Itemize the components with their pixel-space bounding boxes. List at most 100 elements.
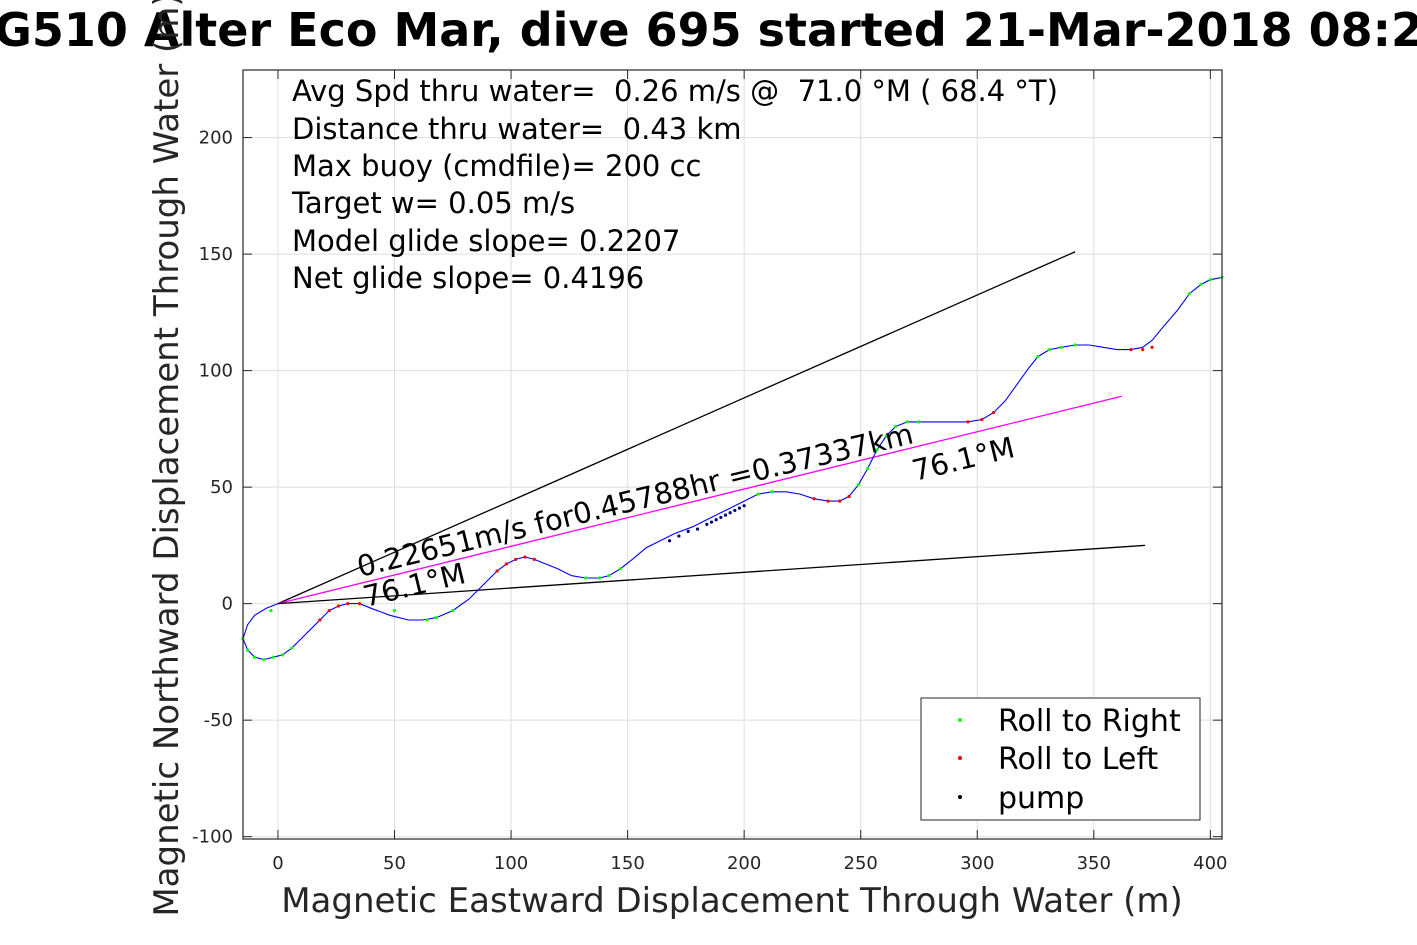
roll-left-point: [495, 569, 499, 573]
roll-right-point: [1036, 355, 1040, 359]
roll-left-point: [847, 494, 851, 499]
x-tick-label: 400: [1193, 853, 1227, 874]
pump-point: [733, 508, 737, 513]
roll-left-point: [812, 497, 816, 501]
roll-right-point: [905, 420, 909, 424]
stat-distance: Distance thru water= 0.43 km: [292, 112, 742, 146]
roll-right-point: [598, 576, 602, 580]
roll-left-point: [980, 417, 984, 422]
pump-point: [695, 527, 700, 531]
x-tick-label: 300: [960, 853, 994, 874]
roll-right-point: [884, 434, 888, 438]
pump-point: [714, 518, 718, 522]
x-tick-label: 150: [610, 853, 644, 874]
roll-left-point: [318, 618, 322, 622]
roll-left-point: [346, 602, 350, 606]
y-tick-label: 200: [199, 128, 233, 149]
legend-label-roll-right: Roll to Right: [998, 704, 1181, 739]
legend: Roll to Right Roll to Left pump: [920, 697, 1201, 821]
y-tick-label: -50: [204, 710, 233, 731]
roll-left-point: [826, 499, 830, 503]
x-tick-label: 350: [1077, 853, 1111, 874]
roll-left-point: [1129, 348, 1133, 352]
pump-point: [667, 539, 672, 543]
pump-point: [709, 520, 714, 524]
plot-frame: [242, 69, 1223, 840]
roll-right-point: [1073, 343, 1077, 347]
y-tick-label: 150: [199, 244, 233, 265]
roll-right-point: [451, 609, 455, 613]
roll-right-point: [917, 420, 921, 424]
track-points: [241, 275, 1224, 662]
pump-point: [742, 504, 746, 508]
roll-right-point: [894, 424, 898, 429]
legend-marker-roll-left: [958, 756, 962, 760]
roll-right-point: [770, 490, 774, 494]
roll-right-point: [281, 653, 285, 657]
roll-right-point: [269, 609, 273, 613]
roll-right-point: [271, 655, 275, 659]
reference-line-2: [277, 395, 1122, 605]
stat-target-w: Target w= 0.05 m/s: [291, 186, 575, 220]
roll-right-point: [425, 618, 429, 622]
roll-left-point: [838, 499, 842, 503]
x-tick-label: 100: [494, 853, 528, 874]
pump-point: [728, 511, 732, 515]
legend-label-pump: pump: [998, 781, 1084, 816]
roll-right-point: [1059, 345, 1063, 349]
roll-right-point: [856, 483, 860, 487]
roll-right-point: [434, 616, 439, 620]
roll-left-point: [504, 562, 508, 566]
legend-box: [920, 697, 1201, 821]
y-axis-label: Magnetic Northward Displacement Through …: [147, 0, 187, 917]
legend-label-roll-left: Roll to Left: [998, 742, 1158, 777]
roll-right-point: [866, 466, 870, 471]
roll-left-point: [966, 420, 970, 424]
stat-avg-speed: Avg Spd thru water= 0.26 m/s @ 71.0 °M (…: [292, 74, 1058, 108]
stat-max-buoy: Max buoy (cmdfile)= 200 cc: [292, 149, 701, 183]
roll-left-point: [523, 555, 527, 559]
y-tick-label: 100: [199, 361, 233, 382]
y-tick-label: 0: [222, 594, 233, 615]
pump-point: [737, 506, 742, 510]
x-axis-label: Magnetic Eastward Displacement Through W…: [281, 881, 1183, 921]
roll-right-point: [1208, 278, 1212, 282]
roll-left-point: [357, 602, 362, 606]
stat-model-glide: Model glide slope= 0.2207: [292, 224, 680, 258]
stats-block: Avg Spd thru water= 0.26 m/s @ 71.0 °M (…: [291, 74, 1058, 295]
roll-left-point: [514, 557, 518, 561]
legend-marker-roll-right: [958, 718, 962, 722]
pump-point: [719, 515, 723, 520]
x-tick-label: 50: [383, 853, 406, 874]
roll-right-point: [392, 609, 397, 613]
stat-net-glide: Net glide slope= 0.4196: [292, 261, 644, 295]
roll-right-point: [875, 448, 879, 452]
roll-right-point: [1199, 282, 1203, 286]
roll-right-point: [1047, 348, 1052, 352]
roll-right-point: [246, 648, 250, 652]
roll-left-point: [991, 410, 996, 415]
roll-right-point: [619, 567, 623, 571]
roll-left-point: [336, 604, 341, 608]
x-tick-label: 0: [272, 853, 283, 874]
roll-right-point: [607, 574, 611, 578]
reference-line-3: [277, 544, 1146, 605]
roll-left-point: [532, 557, 536, 561]
pump-point: [677, 534, 681, 538]
y-tick-label: -100: [192, 827, 233, 848]
track: [242, 276, 1223, 661]
roll-left-point: [1150, 345, 1154, 349]
roll-left-point: [327, 609, 331, 613]
pump-point: [723, 513, 728, 517]
roll-right-point: [290, 646, 294, 650]
roll-right-point: [253, 655, 257, 659]
x-tick-label: 200: [727, 853, 761, 874]
chart-title: SG510 Alter Eco Mar, dive 695 started 21…: [0, 3, 1417, 57]
roll-right-point: [262, 657, 266, 662]
pump-point: [705, 522, 709, 527]
roll-right-point: [756, 492, 760, 496]
legend-marker-pump: [958, 795, 962, 799]
reference-line-1: [277, 251, 1076, 605]
x-tick-label: 250: [844, 853, 878, 874]
